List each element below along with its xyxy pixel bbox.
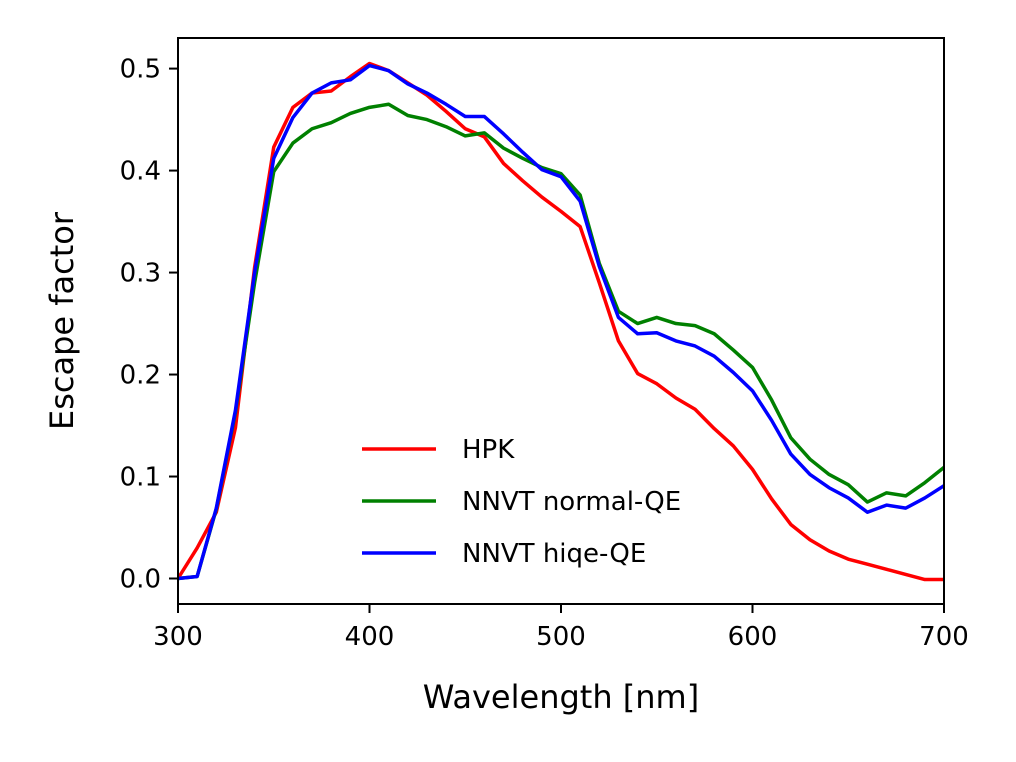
x-tick-label: 700 [919, 622, 969, 652]
y-tick-label: 0.1 [120, 463, 161, 493]
legend-label: NNVT normal-QE [462, 487, 681, 517]
x-tick-label: 300 [153, 622, 203, 652]
x-tick-label: 400 [345, 622, 395, 652]
y-tick-label: 0.4 [120, 157, 161, 187]
series-line-hpk [178, 61, 944, 582]
y-tick-label: 0.0 [120, 565, 161, 595]
x-axis-ticks: 300 400 500 600 700 [153, 604, 969, 652]
y-tick-label: 0.5 [120, 55, 161, 85]
series-line-nnvt-hiqe-qe [178, 63, 944, 581]
legend-label: NNVT hiqe-QE [462, 539, 646, 569]
series-layer [178, 61, 944, 582]
x-tick-label: 500 [536, 622, 586, 652]
legend: HPK NNVT normal-QE NNVT hiqe-QE [362, 435, 681, 569]
x-tick-label: 600 [728, 622, 778, 652]
y-axis-ticks: 0.0 0.1 0.2 0.3 0.4 0.5 [120, 55, 178, 595]
y-axis-label: Escape factor [43, 211, 81, 430]
y-tick-label: 0.2 [120, 361, 161, 391]
x-axis-label: Wavelength [nm] [423, 678, 699, 716]
y-tick-label: 0.3 [120, 259, 161, 289]
legend-label: HPK [462, 435, 515, 465]
series-line-nnvt-normal-qe [178, 102, 944, 581]
